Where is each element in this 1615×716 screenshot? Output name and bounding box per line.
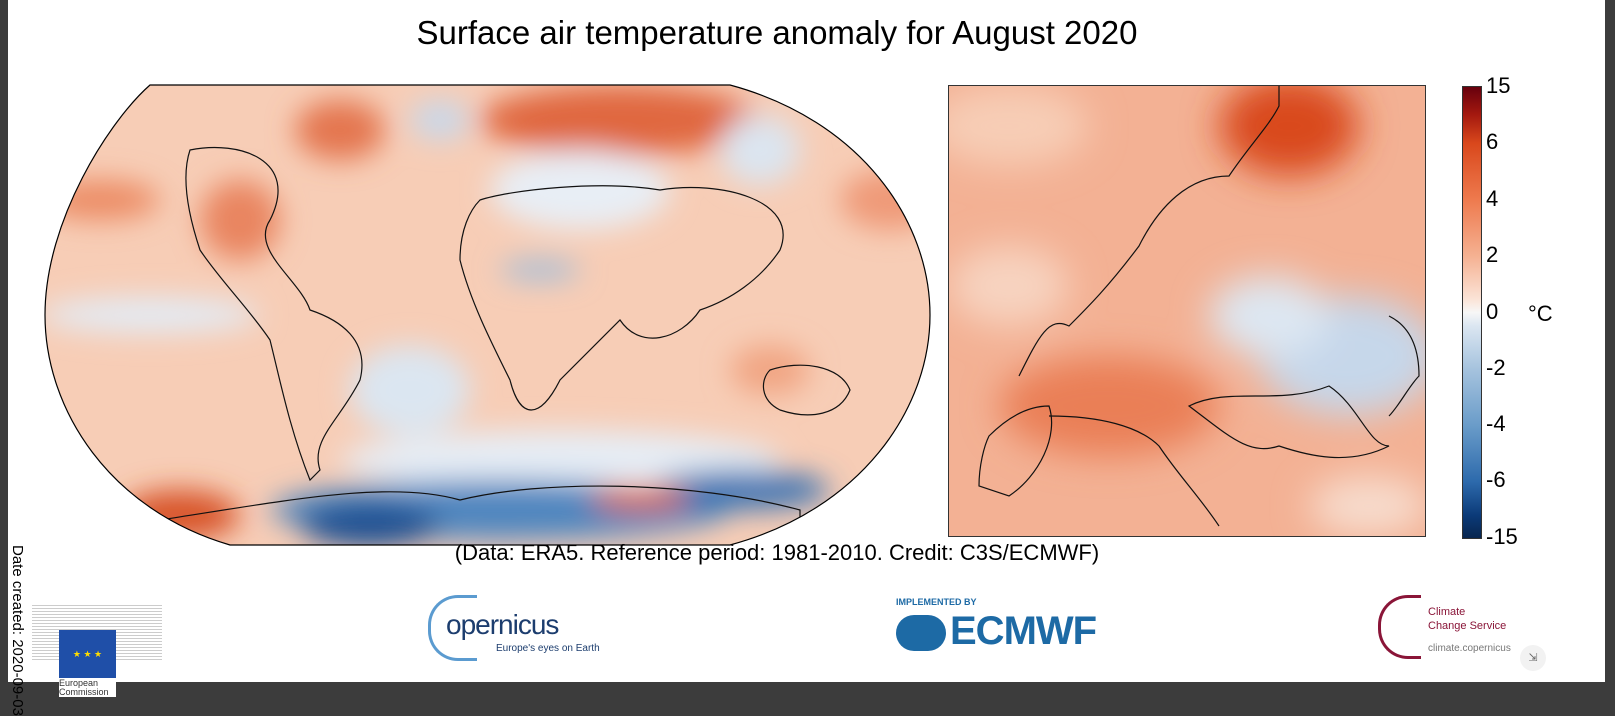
thermometer-cloud-icon (1378, 595, 1421, 659)
colorbar-tick: 15 (1486, 73, 1511, 98)
c3s-label: Change Service (1428, 620, 1507, 632)
world-anomaly-map (44, 84, 931, 546)
ec-label: Commission (59, 687, 109, 697)
map-outline (44, 84, 931, 546)
colorbar-tick: -15 (1486, 524, 1518, 549)
colorbar-tick: -4 (1486, 411, 1506, 436)
ec-label: European (59, 678, 99, 688)
copernicus-tagline: Europe's eyes on Earth (496, 643, 600, 654)
figure-title: Surface air temperature anomaly for Augu… (416, 14, 1138, 51)
colorbar-tick: 2 (1486, 242, 1499, 267)
c3s-label: Climate (1428, 606, 1466, 618)
coastlines (159, 146, 851, 545)
figure-sheet: Surface air temperature anomaly for Augu… (8, 0, 1605, 716)
europe-anomaly-map (948, 85, 1426, 537)
eu-flag-icon: ★ ★ ★ (59, 630, 116, 678)
date-created: Date created: 2020-09-03 (9, 545, 26, 716)
collapse-icon[interactable]: ⇲ (1520, 645, 1546, 671)
ecmwf-name: ECMWF (950, 609, 1097, 653)
ecmwf-emblem-icon (896, 615, 946, 651)
colorbar-tick: 0 (1486, 299, 1499, 324)
colorbar-tick: 4 (1486, 186, 1499, 211)
colorbar (1462, 86, 1482, 539)
colorbar-tick: 6 (1486, 129, 1499, 154)
map-fill (45, 85, 930, 545)
implemented-by-label: IMPLEMENTED BY (896, 597, 977, 607)
copernicus-name: opernicus (446, 609, 559, 640)
copernicus-logo: opernicus Europe's eyes on Earth (428, 595, 608, 661)
ecmwf-logo: IMPLEMENTED BY ECMWF (896, 597, 1136, 657)
colorbar-tick: -6 (1486, 467, 1506, 492)
data-credit-caption: (Data: ERA5. Reference period: 1981-2010… (454, 540, 1100, 565)
c3s-logo: Climate Change Service climate.copernicu… (1378, 595, 1538, 660)
european-commission-logo: ★ ★ ★ European Commission (32, 605, 172, 697)
europe-coastlines (978, 86, 1420, 527)
c3s-url: climate.copernicus (1428, 643, 1511, 654)
colorbar-tick: -2 (1486, 355, 1506, 380)
colorbar-unit: °C (1528, 301, 1553, 326)
